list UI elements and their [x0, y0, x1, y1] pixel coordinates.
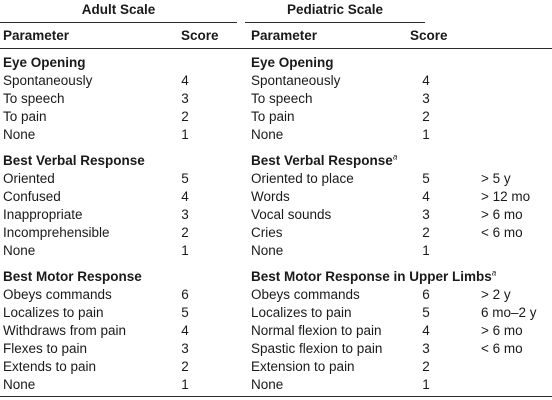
adult-scale-title: Adult Scale [81, 2, 156, 17]
pediatric-row-score: 1 [422, 127, 430, 142]
adult-row-score: 4 [181, 189, 189, 204]
adult-row-score: 3 [181, 341, 189, 356]
adult-row-label: Localizes to pain [3, 305, 104, 320]
adult-row-score: 2 [181, 225, 189, 240]
pediatric-section-heading-text: Best Motor Response in Upper Limbs [251, 269, 492, 284]
pediatric-section-heading-text: Best Verbal Response [251, 153, 393, 168]
pediatric-row-label: Spontaneously [251, 73, 341, 88]
pediatric-row-score: 1 [422, 377, 430, 392]
pediatric-row-age: > 6 mo [481, 323, 523, 338]
pediatric-row-label: Words [251, 189, 290, 204]
adult-row-label: To pain [3, 109, 47, 124]
pediatric-row-age: > 2 y [481, 287, 511, 302]
pediatric-row-age: > 5 y [481, 171, 511, 186]
pediatric-row-label: None [251, 127, 284, 142]
pediatric-row-age: > 12 mo [481, 189, 531, 204]
adult-row-label: None [3, 377, 36, 392]
adult-row-label: To speech [3, 91, 65, 106]
pediatric-row-age: < 6 mo [481, 341, 523, 356]
pediatric-row-label: None [251, 377, 284, 392]
pediatric-row-score: 4 [422, 323, 430, 338]
footnote-mark: a [392, 152, 398, 162]
pediatric-row-label: Oriented to place [251, 171, 354, 186]
pediatric-section-heading: Best Motor Response in Upper Limbsa [251, 269, 496, 285]
pediatric-row-label: Obeys commands [251, 287, 360, 302]
adult-row-label: Oriented [3, 171, 55, 186]
adult-section-heading: Eye Opening [3, 55, 86, 70]
adult-section-heading: Best Motor Response [3, 269, 142, 284]
pediatric-row-score: 2 [422, 109, 430, 124]
pediatric-row-score: 2 [422, 225, 430, 240]
pediatric-row-score: 2 [422, 359, 430, 374]
adult-row-label: Spontaneously [3, 73, 93, 88]
adult-row-score: 2 [181, 359, 189, 374]
adult-col-score: Score [181, 28, 219, 43]
adult-row-score: 1 [181, 243, 189, 258]
pediatric-row-label: Localizes to pain [251, 305, 352, 320]
adult-row-score: 1 [181, 127, 189, 142]
adult-row-score: 3 [181, 207, 189, 222]
pediatric-row-age: > 6 mo [481, 207, 523, 222]
adult-row-score: 3 [181, 91, 189, 106]
pediatric-title-rule [245, 22, 425, 23]
pediatric-row-age: < 6 mo [481, 225, 523, 240]
adult-row-label: Confused [3, 189, 61, 204]
pediatric-row-score: 3 [422, 341, 430, 356]
pediatric-row-label: Cries [251, 225, 283, 240]
pediatric-col-parameter: Parameter [251, 28, 318, 43]
adult-row-label: None [3, 243, 36, 258]
pediatric-row-label: To speech [251, 91, 313, 106]
pediatric-section-heading: Eye Opening [251, 55, 334, 71]
adult-row-label: Extends to pain [3, 359, 97, 374]
pediatric-row-label: Spastic flexion to pain [251, 341, 383, 356]
pediatric-row-score: 1 [422, 243, 430, 258]
adult-row-score: 5 [181, 305, 189, 320]
adult-title-rule [0, 22, 237, 23]
footnote-mark: a [491, 268, 497, 278]
pediatric-row-age: 6 mo–2 y [481, 305, 537, 320]
pediatric-row-score: 3 [422, 207, 430, 222]
pediatric-row-score: 5 [422, 171, 430, 186]
pediatric-section-heading: Best Verbal Responsea [251, 153, 397, 169]
adult-row-score: 1 [181, 377, 189, 392]
pediatric-row-score: 4 [422, 73, 430, 88]
pediatric-row-label: Normal flexion to pain [251, 323, 382, 338]
pediatric-row-label: None [251, 243, 284, 258]
pediatric-scale-title: Pediatric Scale [286, 2, 384, 17]
adult-row-score: 5 [181, 171, 189, 186]
pediatric-row-score: 3 [422, 91, 430, 106]
pediatric-section-heading-text: Eye Opening [251, 55, 334, 70]
bottom-rule [0, 396, 552, 397]
adult-row-score: 4 [181, 323, 189, 338]
pediatric-row-label: Vocal sounds [251, 207, 332, 222]
adult-row-score: 4 [181, 73, 189, 88]
pediatric-row-score: 5 [422, 305, 430, 320]
header-rule [0, 48, 552, 49]
pediatric-row-score: 4 [422, 189, 430, 204]
adult-col-parameter: Parameter [3, 28, 70, 43]
adult-row-label: Inappropriate [3, 207, 83, 222]
adult-row-label: Flexes to pain [3, 341, 88, 356]
pediatric-row-label: To pain [251, 109, 295, 124]
adult-row-label: Withdraws from pain [3, 323, 127, 338]
adult-row-label: None [3, 127, 36, 142]
pediatric-row-label: Extension to pain [251, 359, 355, 374]
adult-row-score: 6 [181, 287, 189, 302]
adult-row-label: Obeys commands [3, 287, 112, 302]
adult-section-heading: Best Verbal Response [3, 153, 145, 168]
adult-row-score: 2 [181, 109, 189, 124]
adult-row-label: Incomprehensible [3, 225, 110, 240]
pediatric-col-score: Score [410, 28, 448, 43]
pediatric-row-score: 6 [422, 287, 430, 302]
